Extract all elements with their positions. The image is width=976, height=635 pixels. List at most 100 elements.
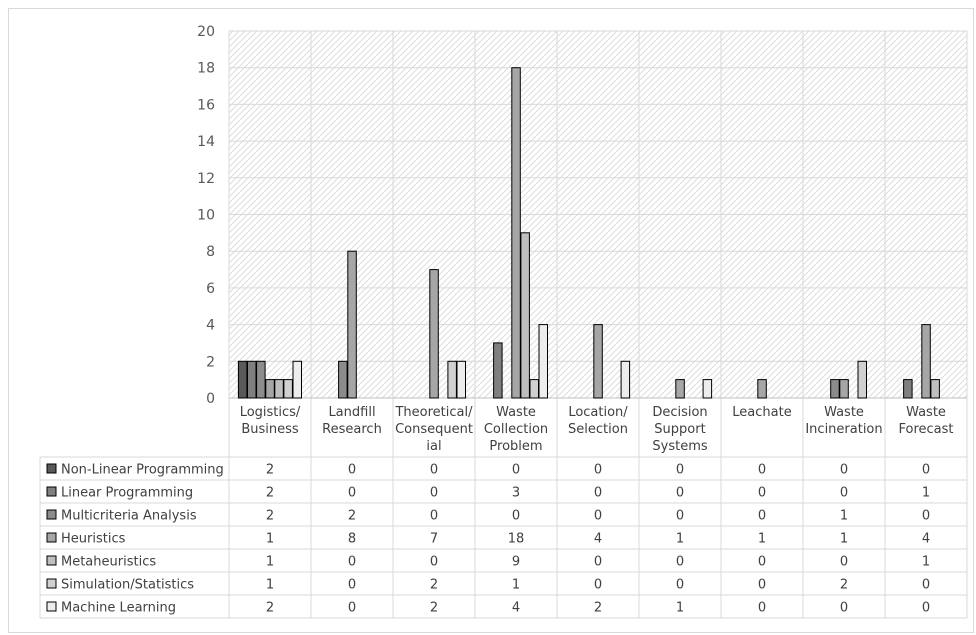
series-name: Metaheuristics <box>61 555 156 570</box>
category-label-line: Collection <box>484 422 548 437</box>
category-label-line: Problem <box>489 439 542 454</box>
table-row: Machine Learning 2 0 2 4 2 1 0 0 0 <box>46 601 930 616</box>
legend-key <box>46 486 57 497</box>
y-axis-ticks: 0 2 4 6 8 10 12 14 16 18 20 <box>197 24 215 407</box>
table-cell: 0 <box>430 555 438 570</box>
table-cell: 0 <box>840 555 848 570</box>
y-tick-label: 0 <box>206 391 215 407</box>
category-label: Waste Incineration <box>805 405 882 437</box>
bar <box>338 360 348 399</box>
bar <box>456 360 466 399</box>
table-cell: 0 <box>348 555 356 570</box>
bar <box>347 250 357 399</box>
bar <box>429 269 439 399</box>
table-cell: 2 <box>840 578 848 593</box>
table-cell: 0 <box>922 578 930 593</box>
table-row: Multicriteria Analysis 2 2 0 0 0 0 0 1 0 <box>46 509 930 524</box>
bar <box>839 379 849 399</box>
table-cell: 1 <box>922 486 930 501</box>
bar <box>903 379 913 399</box>
bar <box>520 232 530 399</box>
table-cell: 4 <box>594 532 602 547</box>
table-cell: 0 <box>512 509 520 524</box>
bar <box>757 379 767 399</box>
legend-key <box>46 463 57 474</box>
table-cell: 0 <box>922 509 930 524</box>
legend-key <box>46 555 57 566</box>
table-cell: 0 <box>676 555 684 570</box>
y-tick-label: 10 <box>197 208 215 224</box>
series-name: Linear Programming <box>61 486 193 501</box>
table-cell: 1 <box>676 532 684 547</box>
table-cell: 1 <box>266 578 274 593</box>
table-cell: 0 <box>430 486 438 501</box>
legend-key <box>46 509 57 520</box>
table-cell: 0 <box>758 463 766 478</box>
table-cell: 0 <box>512 463 520 478</box>
table-cell: 0 <box>676 463 684 478</box>
table-cell: 2 <box>430 578 438 593</box>
category-label-line: Selection <box>568 422 628 437</box>
category-label: Theoretical/Consequent ial <box>394 405 473 454</box>
category-label-line: Forecast <box>898 422 953 437</box>
table-cell: 0 <box>430 463 438 478</box>
data-table: Logistics/Business Landfill Research Theore… <box>39 405 967 619</box>
table-cell: 4 <box>922 532 930 547</box>
bar <box>447 360 457 399</box>
table-cell: 1 <box>922 555 930 570</box>
table-cell: 2 <box>594 601 602 616</box>
table-cell: 0 <box>922 463 930 478</box>
y-tick-label: 18 <box>197 61 215 77</box>
y-tick-label: 2 <box>206 354 215 370</box>
table-cell: 2 <box>430 601 438 616</box>
y-tick-label: 8 <box>206 244 215 260</box>
category-label: Decision Support Systems <box>652 405 708 454</box>
bar <box>292 360 302 399</box>
table-cell: 2 <box>266 486 274 501</box>
table-row: Heuristics 1 8 7 18 4 1 1 1 4 <box>46 532 930 547</box>
table-cell: 3 <box>512 486 520 501</box>
table-cell: 0 <box>348 463 356 478</box>
category-label-line: Theoretical/ <box>394 405 473 420</box>
table-cell: 0 <box>922 601 930 616</box>
table-cell: 4 <box>512 601 520 616</box>
category-label-line: Systems <box>652 439 707 454</box>
category-label-line: Landfill <box>328 405 375 420</box>
table-cell: 1 <box>512 578 520 593</box>
category-label: Waste Forecast <box>898 405 953 437</box>
bar <box>593 324 603 399</box>
category-label-line: ial <box>426 439 441 454</box>
table-cell: 2 <box>266 601 274 616</box>
category-label-line: Consequent <box>395 422 473 437</box>
table-row: Simulation/Statistics 1 0 2 1 0 0 0 2 0 <box>46 578 930 593</box>
bar <box>921 324 931 399</box>
bar <box>237 360 248 399</box>
bar <box>247 360 257 399</box>
table-cell: 0 <box>676 509 684 524</box>
chart-frame <box>8 8 974 633</box>
table-cell: 0 <box>758 486 766 501</box>
table-cell: 0 <box>758 555 766 570</box>
category-label-line: Support <box>654 422 705 437</box>
category-label: Waste Collection Problem <box>484 405 548 454</box>
series-name: Heuristics <box>61 532 126 547</box>
bar <box>274 379 284 399</box>
table-row: Metaheuristics 1 0 0 9 0 0 0 0 1 <box>46 555 930 570</box>
table-cell: 0 <box>676 486 684 501</box>
category-label: Leachate <box>732 405 791 420</box>
y-tick-label: 20 <box>197 24 215 40</box>
series-name: Non-Linear Programming <box>61 463 224 478</box>
bar <box>265 379 275 399</box>
table-cell: 0 <box>430 509 438 524</box>
table-cell: 7 <box>430 532 438 547</box>
bar <box>930 379 940 399</box>
bar <box>283 379 293 399</box>
bar <box>702 379 713 399</box>
category-label: Logistics/Business <box>240 405 301 437</box>
bar <box>493 342 503 399</box>
table-cell: 0 <box>594 509 602 524</box>
bar <box>830 379 840 399</box>
bar <box>511 67 521 399</box>
table-cell: 0 <box>348 486 356 501</box>
